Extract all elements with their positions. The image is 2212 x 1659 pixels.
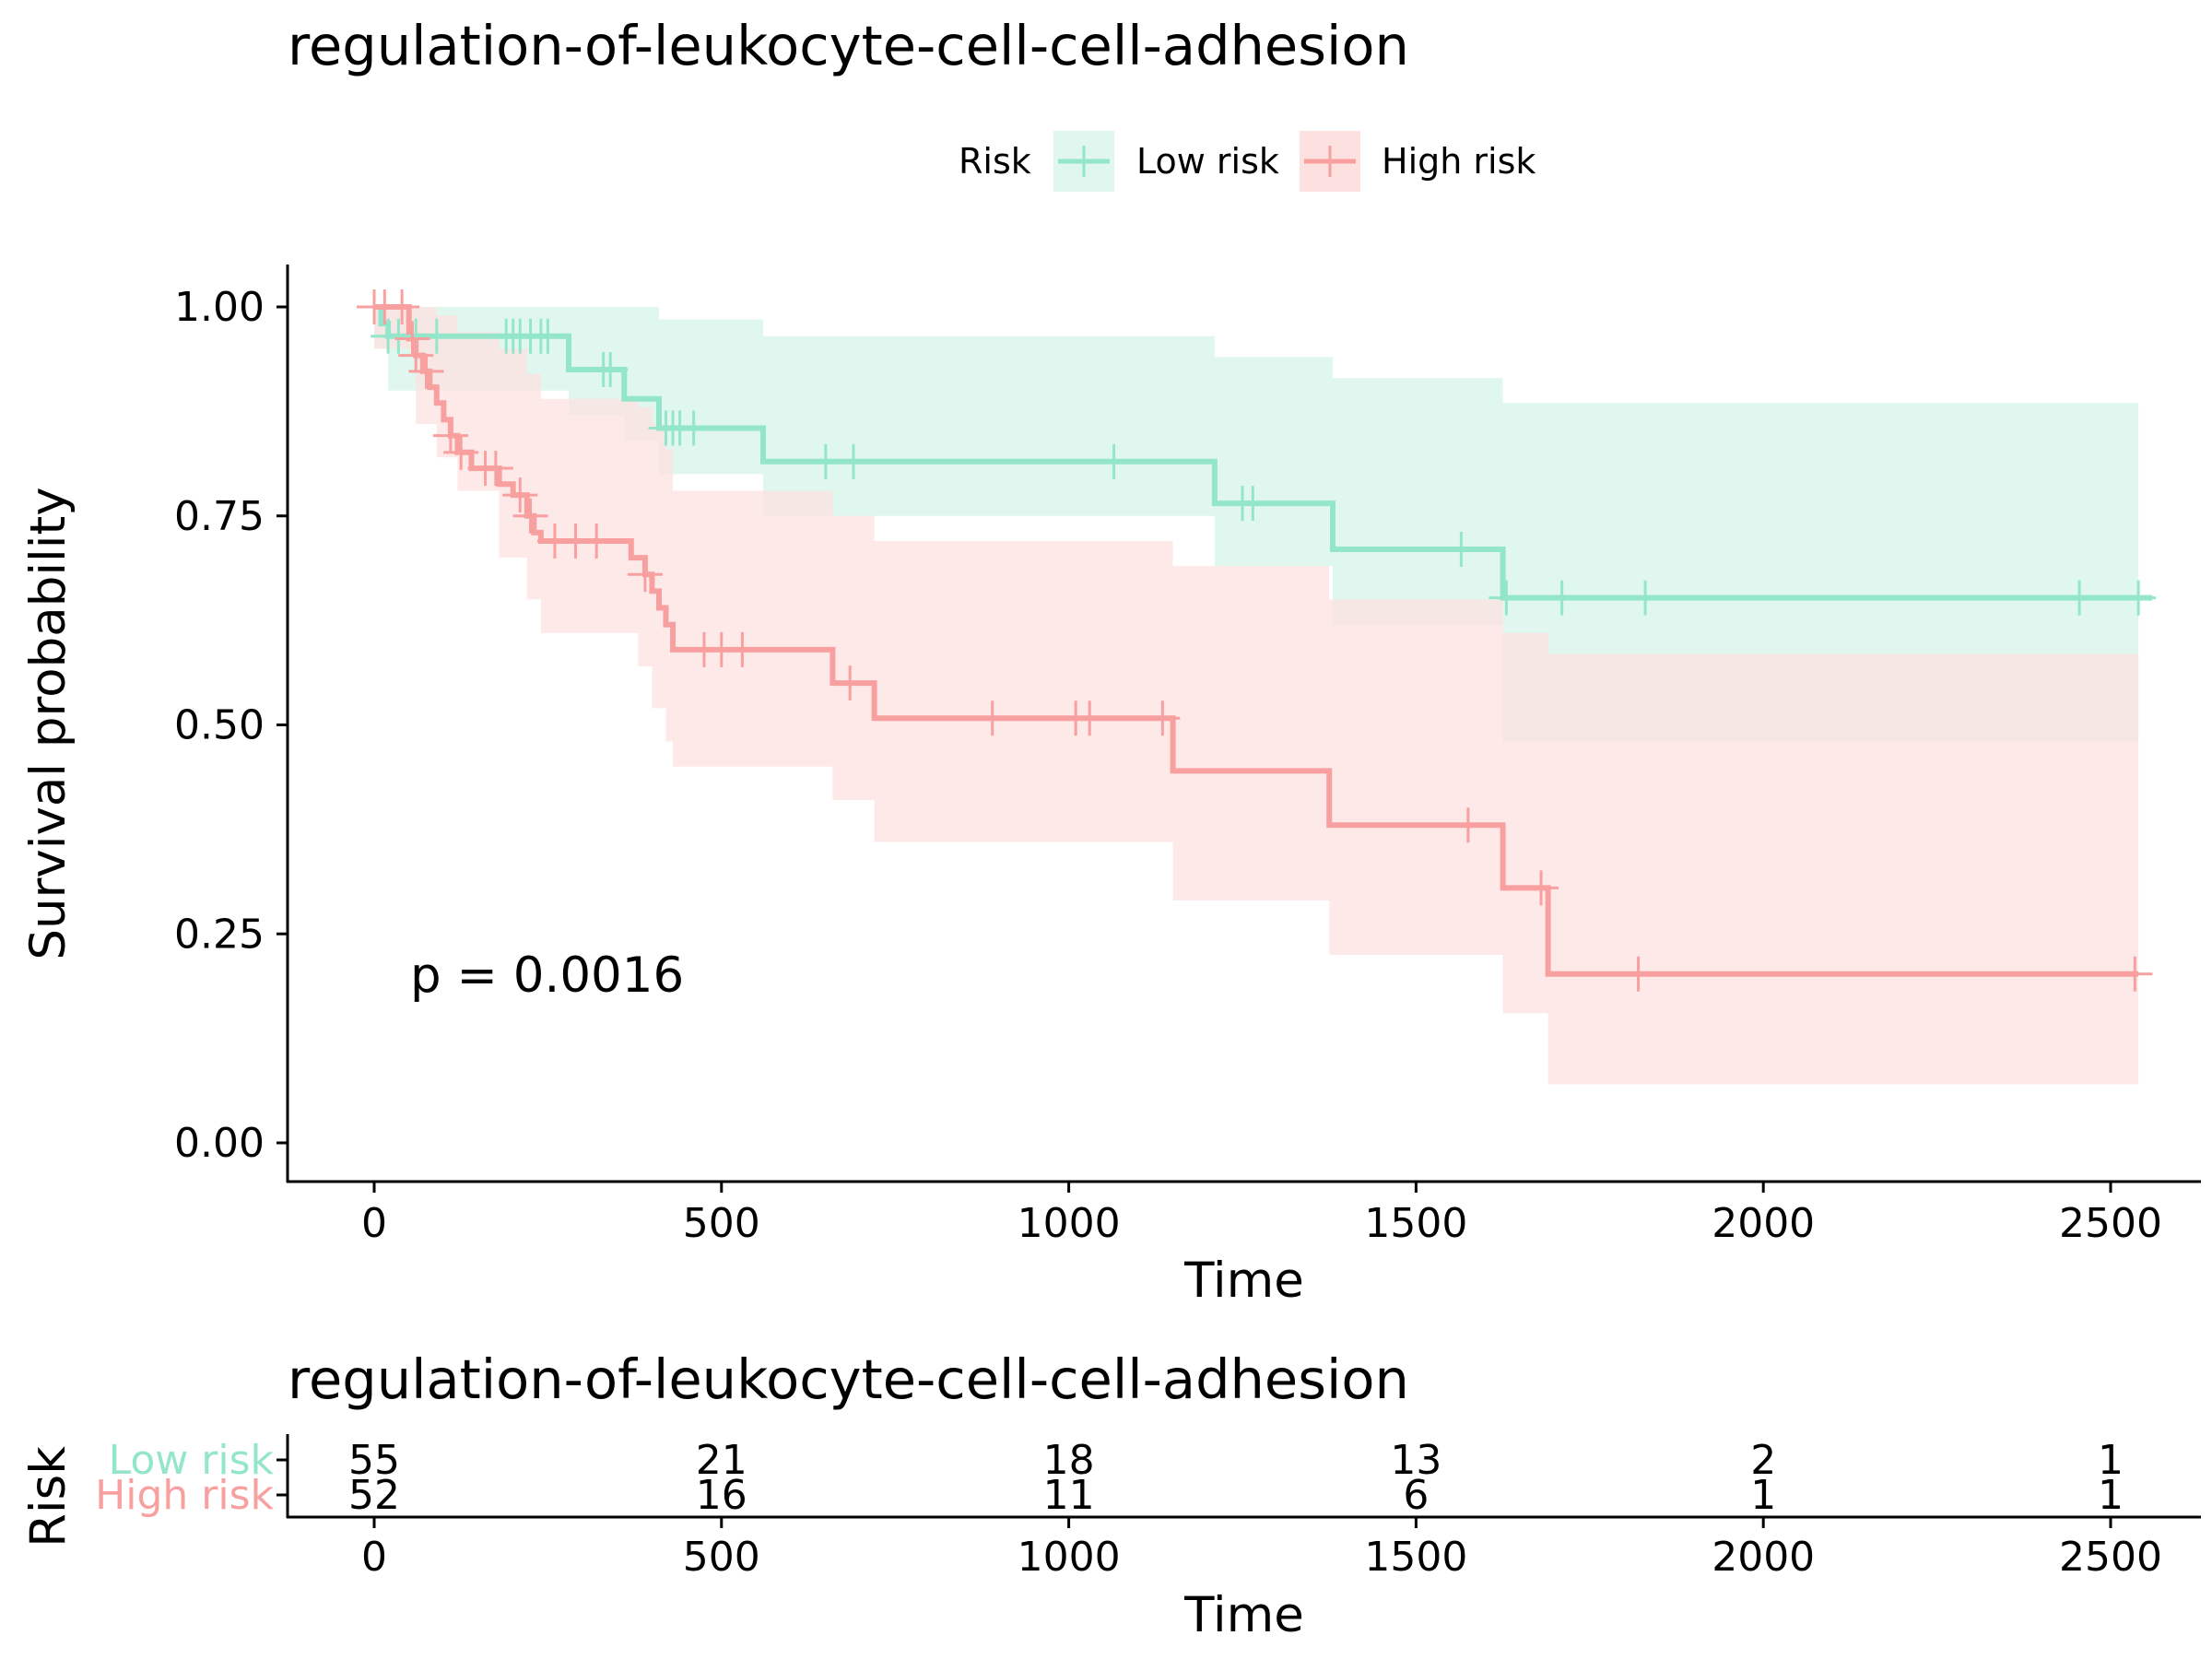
risk-count-low-risk: 2 — [1750, 1437, 1776, 1484]
y-tick-label: 1.00 — [174, 284, 265, 331]
risk-x-tick-label: 2000 — [1712, 1534, 1815, 1581]
risk-count-low-risk: 21 — [696, 1437, 747, 1484]
risk-x-tick-label: 500 — [683, 1534, 760, 1581]
y-tick-label: 0.75 — [174, 493, 265, 540]
x-tick-label: 1000 — [1018, 1200, 1121, 1247]
risk-x-tick-label: 0 — [361, 1534, 387, 1581]
risk-count-high-risk: 6 — [1403, 1472, 1429, 1519]
risk-row-label-high-risk: High risk — [95, 1472, 274, 1519]
risk-x-tick-label: 1500 — [1364, 1534, 1467, 1581]
x-axis-title: Time — [1183, 1253, 1304, 1309]
risk-row-label-low-risk: Low risk — [109, 1437, 275, 1484]
y-tick-label: 0.50 — [174, 702, 265, 749]
risk-count-low-risk: 18 — [1043, 1437, 1095, 1484]
legend: Risk Low risk High risk — [959, 131, 1535, 192]
x-axis-ticks: 0 500 1000 1500 2000 2500 — [361, 1182, 2162, 1247]
risk-count-high-risk: 16 — [696, 1472, 747, 1519]
risk-x-tick-label: 1000 — [1018, 1534, 1121, 1581]
risk-x-tick-label: 2500 — [2059, 1534, 2162, 1581]
risk-table-title: regulation-of-leukocyte-cell-cell-adhesi… — [288, 1347, 1409, 1411]
risk-count-high-risk: 52 — [348, 1472, 400, 1519]
confidence-bands — [374, 307, 2139, 1085]
x-tick-label: 0 — [361, 1200, 387, 1247]
risk-x-axis-title: Time — [1183, 1587, 1304, 1643]
y-tick-label: 0.00 — [174, 1120, 265, 1167]
y-axis-title: Survival probability — [20, 487, 76, 959]
x-tick-label: 1500 — [1364, 1200, 1467, 1247]
ci-band-low-risk — [374, 307, 2139, 742]
censor-marks — [357, 289, 2157, 992]
risk-count-low-risk: 55 — [348, 1437, 400, 1484]
p-value-annotation: p = 0.0016 — [410, 947, 684, 1004]
risk-count-high-risk: 11 — [1043, 1472, 1095, 1519]
risk-count-low-risk: 13 — [1390, 1437, 1441, 1484]
legend-title: Risk — [959, 141, 1031, 182]
risk-count-low-risk: 1 — [2098, 1437, 2124, 1484]
survival-curve-high-risk — [374, 304, 2139, 977]
risk-y-axis-title: Risk — [20, 1446, 76, 1547]
risk-count-high-risk: 1 — [1750, 1472, 1776, 1519]
risk-count-high-risk: 1 — [2098, 1472, 2124, 1519]
legend-label-high-risk: High risk — [1382, 141, 1535, 182]
y-axis-ticks: 0.00 0.25 0.50 0.75 1.00 — [174, 284, 288, 1167]
x-tick-label: 2500 — [2059, 1200, 2162, 1247]
x-tick-label: 500 — [683, 1200, 760, 1247]
km-plot-title: regulation-of-leukocyte-cell-cell-adhesi… — [288, 14, 1409, 77]
ci-band-high-risk — [374, 307, 2139, 1085]
x-tick-label: 2000 — [1712, 1200, 1815, 1247]
y-tick-label: 0.25 — [174, 911, 265, 958]
legend-label-low-risk: Low risk — [1136, 141, 1279, 182]
risk-table-axes — [286, 1434, 2201, 1519]
